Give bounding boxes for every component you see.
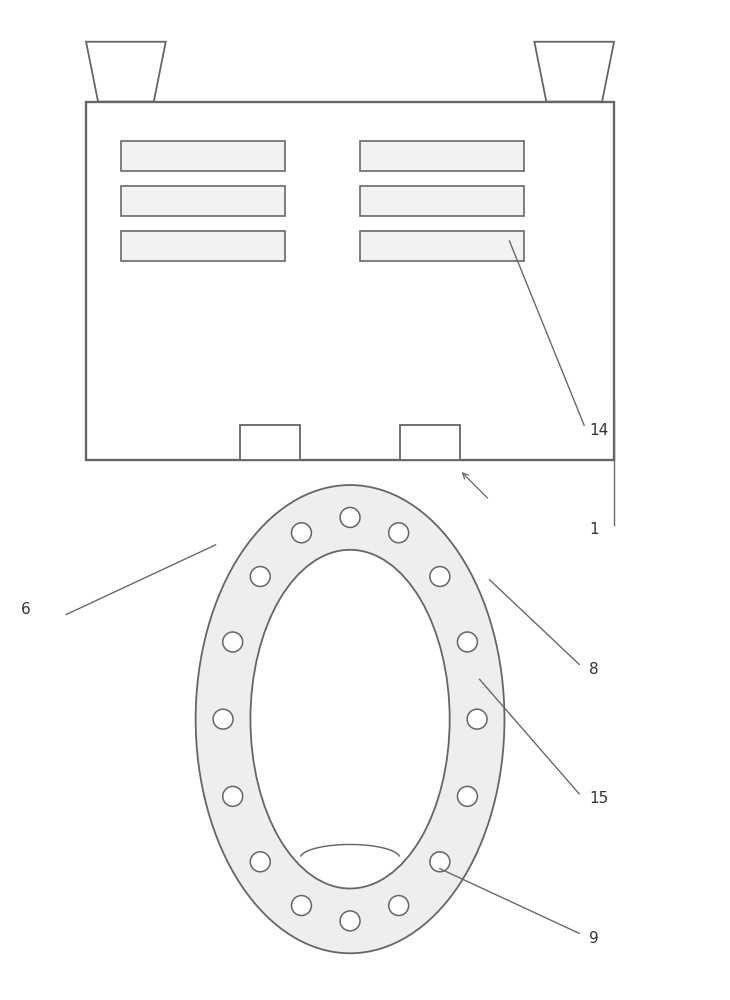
Bar — [360, 186, 524, 216]
Text: 8: 8 — [589, 662, 599, 677]
Bar — [400, 425, 460, 460]
Ellipse shape — [388, 523, 409, 543]
Text: 1: 1 — [589, 522, 599, 537]
Bar — [121, 141, 285, 171]
Text: 9: 9 — [589, 931, 599, 946]
Ellipse shape — [430, 852, 450, 872]
Ellipse shape — [467, 709, 487, 729]
Ellipse shape — [223, 786, 242, 806]
Ellipse shape — [213, 709, 233, 729]
Polygon shape — [86, 42, 166, 102]
Ellipse shape — [291, 523, 312, 543]
Ellipse shape — [250, 567, 270, 586]
Ellipse shape — [291, 896, 312, 915]
Bar — [240, 425, 300, 460]
Text: 15: 15 — [589, 791, 608, 806]
Ellipse shape — [340, 911, 360, 931]
Bar — [360, 231, 524, 261]
Bar — [121, 231, 285, 261]
Polygon shape — [534, 42, 614, 102]
Bar — [121, 186, 285, 216]
Ellipse shape — [250, 852, 270, 872]
Ellipse shape — [458, 786, 477, 806]
Text: 6: 6 — [21, 602, 31, 617]
Ellipse shape — [458, 632, 477, 652]
Bar — [86, 102, 614, 460]
Ellipse shape — [250, 550, 450, 889]
Bar — [360, 141, 524, 171]
Ellipse shape — [430, 567, 450, 586]
Ellipse shape — [223, 632, 242, 652]
Ellipse shape — [196, 485, 504, 953]
Ellipse shape — [388, 896, 409, 915]
Ellipse shape — [340, 507, 360, 527]
Text: 14: 14 — [589, 423, 608, 438]
